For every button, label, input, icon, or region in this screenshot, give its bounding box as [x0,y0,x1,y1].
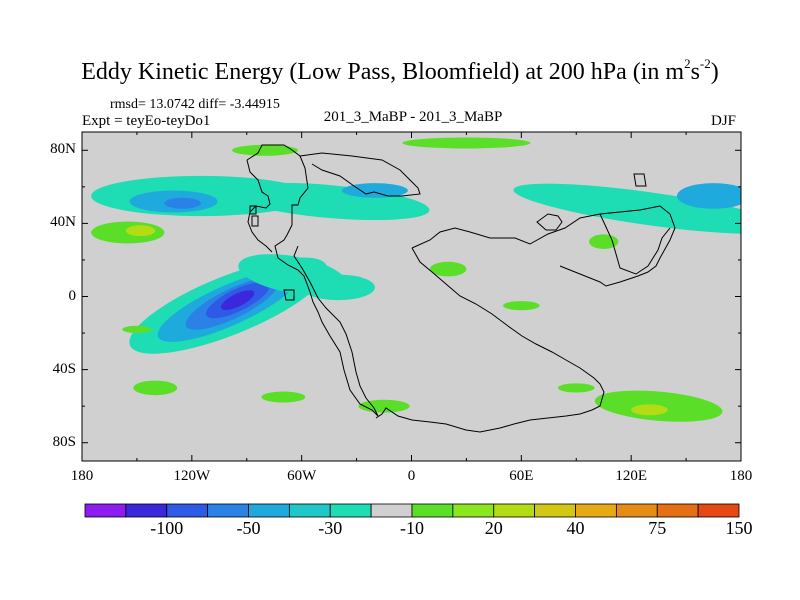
anomaly-contour-24 [261,391,306,403]
comparison-label: 201_3_MaBP - 201_3_MaBP [323,109,503,125]
axis-ticks [81,132,742,461]
colorbar-label: 75 [648,518,667,538]
colorbar-label: -30 [318,518,343,538]
anomaly-contour-27 [122,325,152,334]
colorbar-label: 40 [566,518,585,538]
colorbar-label: -100 [150,518,184,538]
colorbar-label: -10 [400,518,424,538]
colorbar-box-10 [493,503,536,518]
coastline-eurasia [411,205,676,287]
coastline-caribbean [283,289,295,301]
season-label: DJF [711,113,737,129]
x-tick-label: 120W [173,468,211,484]
colorbar-box-3 [207,503,249,518]
anomaly-contour-12 [513,183,741,234]
coastlines [246,144,676,433]
coastline-alaska [633,173,647,187]
anomaly-contour-11 [341,183,408,198]
coastline-island-b [249,205,257,215]
colorbar-box-2 [166,503,209,518]
colorbar-box-15 [697,503,740,518]
colorbar-label: -50 [236,518,261,538]
colorbar-box-14 [656,503,699,518]
coastline-north-america-west [246,159,273,253]
chart-title: Eddy Kinetic Energy (Low Pass, Bloomfiel… [81,56,719,85]
anomaly-contour-22 [631,404,668,416]
anomaly-contour-9 [164,197,201,209]
colorbar-box-7 [370,503,413,518]
colorbar-label: 20 [484,518,503,538]
x-tick-label: 120E [615,468,647,484]
anomaly-field [91,137,741,422]
y-tick-label: 40N [50,214,76,231]
y-tick-label: 80S [52,433,76,450]
stats-label: rmsd= 13.0742 diff= -3.44915 [110,97,280,112]
anomaly-contour-16 [402,137,531,149]
coastline-americas [246,144,379,417]
coastline-asia-east [599,213,671,275]
colorbar-box-8 [411,503,454,518]
anomaly-contour-26 [557,383,595,393]
x-tick-label: 0 [407,468,416,484]
colorbar-label: 150 [725,518,753,538]
anomaly-contour-4 [220,290,255,311]
colorbar [84,503,740,518]
anomaly-contour-17 [232,144,299,156]
y-tick-label: 0 [68,287,77,304]
colorbar-box-1 [125,503,168,518]
colorbar-box-4 [248,503,290,518]
colorbar-box-11 [534,503,576,518]
anomaly-contour-15 [125,225,156,237]
coastline-island-a [251,215,259,227]
coastline-africa [375,247,605,433]
colorbar-box-5 [288,503,331,518]
colorbar-box-9 [452,503,495,518]
colorbar-box-0 [84,503,127,518]
colorbar-box-13 [615,503,658,518]
anomaly-contour-20 [503,301,540,311]
anomaly-contour-6 [301,274,375,301]
anomaly-contour-23 [133,380,178,396]
anomaly-contour-19 [429,261,467,277]
coastline-arabia-india [536,213,563,231]
y-tick-label: 40S [52,360,76,377]
y-tick-label: 80N [50,141,76,158]
experiment-label: Expt = teyEo-teyDo1 [82,113,211,129]
anomaly-contour-13 [676,183,741,209]
x-tick-label: 180 [70,468,94,484]
colorbar-box-6 [329,503,372,518]
x-tick-label: 180 [729,468,753,484]
x-tick-label: 60W [287,468,317,484]
x-tick-label: 60E [509,468,534,484]
coastline-greenland-arctic [299,152,421,197]
colorbar-box-12 [575,503,617,518]
